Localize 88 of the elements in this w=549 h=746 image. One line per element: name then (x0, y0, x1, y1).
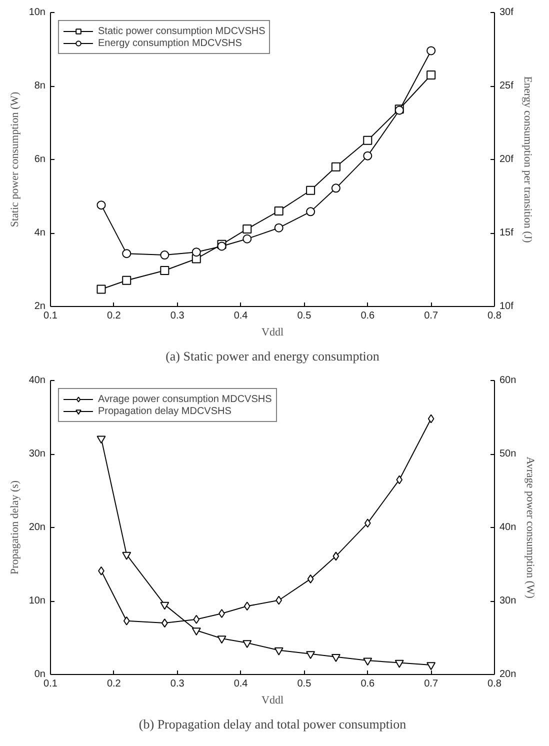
x-tick-label: 0.5 (297, 678, 312, 690)
point (332, 552, 340, 561)
legend-label: Energy consumption MDCVSHS (98, 37, 242, 49)
point (363, 658, 372, 666)
x-tick-label: 0.7 (424, 310, 438, 322)
y2-tick-label: 20f (500, 154, 514, 165)
y-tick-label: 2n (34, 301, 46, 312)
point (363, 151, 372, 160)
x-tick-label: 0.5 (297, 310, 312, 322)
point (160, 250, 170, 260)
y2-tick-label: 15f (500, 228, 514, 238)
x-tick-label: 0.8 (488, 310, 502, 322)
legend-label: Propagation delay MDCVSHS (98, 405, 232, 417)
point (331, 162, 340, 172)
point (193, 614, 200, 624)
y2-tick-label: 50n (500, 448, 516, 460)
x-tick-label: 0.2 (106, 678, 122, 690)
y-tick-label: 8n (34, 80, 46, 92)
point (242, 234, 252, 244)
x-tick-label: 0.6 (360, 678, 376, 690)
y2-tick-label: 25f (500, 80, 514, 92)
x-tick-label: 0.6 (360, 310, 376, 322)
point (274, 223, 284, 232)
y-axis-title: Static power consumption (W) (8, 92, 21, 228)
point (192, 628, 201, 636)
y2-tick-label: 10f (500, 301, 514, 312)
x-tick-label: 0.3 (170, 310, 185, 322)
point (192, 248, 201, 257)
point (307, 574, 314, 584)
point (396, 475, 403, 484)
y-tick-label: 0n (34, 669, 46, 680)
legend-label: Avrage power consumption MDCVSHS (98, 393, 272, 405)
x-tick-label: 0.1 (44, 310, 58, 322)
x-tick-label: 0.2 (106, 310, 122, 322)
point (96, 200, 106, 210)
point (244, 602, 250, 611)
y-axis-title: Propagation delay (s) (8, 480, 21, 575)
y-tick-label: 4n (34, 228, 46, 238)
point (394, 660, 404, 668)
point (242, 224, 252, 234)
x-axis-title: Vddl (262, 326, 284, 338)
y2-tick-label: 60n (500, 375, 516, 386)
y2-axis-title: Energy consumption per transition (J) (521, 76, 534, 244)
point (242, 640, 252, 648)
y2-tick-label: 30f (500, 7, 514, 18)
y-tick-label: 10n (28, 7, 46, 18)
y-tick-label: 6n (34, 154, 46, 165)
point (331, 654, 340, 662)
x-tick-label: 0.4 (234, 678, 248, 690)
x-tick-label: 0.1 (44, 678, 58, 690)
point (306, 207, 316, 216)
point (306, 186, 316, 195)
point (217, 636, 226, 644)
y-tick-label: 20n (28, 522, 46, 533)
point (428, 414, 434, 424)
point (122, 552, 132, 560)
y-tick-label: 30n (28, 448, 46, 460)
point (306, 651, 316, 660)
point (122, 249, 132, 258)
point (331, 184, 340, 193)
point (123, 616, 130, 626)
x-tick-label: 0.4 (234, 310, 248, 322)
point (426, 662, 436, 670)
point (276, 596, 282, 605)
point (96, 284, 106, 294)
text: (b) Propagation delay and total power consumption (138, 716, 407, 732)
x-tick-label: 0.3 (170, 678, 185, 690)
point (426, 46, 436, 56)
point (274, 647, 284, 656)
point (274, 206, 284, 216)
point (364, 518, 371, 528)
point (160, 266, 170, 275)
x-tick-label: 0.8 (488, 678, 502, 690)
y2-tick-label: 20n (500, 669, 516, 680)
x-axis-title: Vddl (262, 694, 284, 706)
y2-tick-label: 30n (500, 596, 516, 606)
point (426, 70, 436, 80)
point (96, 436, 106, 444)
point (160, 602, 170, 610)
y2-tick-label: 40n (500, 522, 516, 533)
y-tick-label: 10n (28, 596, 46, 606)
legend-label: Static power consumption MDCVSHS (98, 25, 266, 37)
point (122, 276, 132, 285)
y-tick-label: 40n (28, 375, 46, 386)
text: (a) Static power and energy consumption (166, 348, 380, 364)
x-tick-label: 0.7 (424, 678, 438, 690)
point (363, 136, 372, 145)
y2-axis-title: Avrage power consumption (W) (524, 456, 536, 599)
